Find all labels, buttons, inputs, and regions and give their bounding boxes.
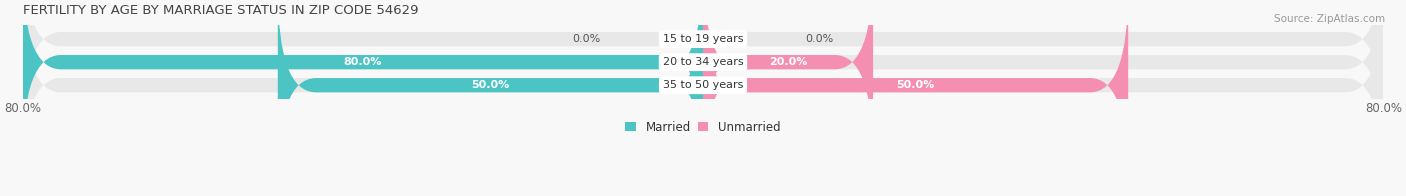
FancyBboxPatch shape xyxy=(278,0,703,182)
Legend: Married, Unmarried: Married, Unmarried xyxy=(626,121,780,134)
Text: 0.0%: 0.0% xyxy=(572,34,600,44)
Text: 50.0%: 50.0% xyxy=(897,80,935,90)
FancyBboxPatch shape xyxy=(703,0,1128,182)
Text: FERTILITY BY AGE BY MARRIAGE STATUS IN ZIP CODE 54629: FERTILITY BY AGE BY MARRIAGE STATUS IN Z… xyxy=(22,4,418,17)
FancyBboxPatch shape xyxy=(22,0,1384,182)
FancyBboxPatch shape xyxy=(22,0,1384,136)
Text: 20.0%: 20.0% xyxy=(769,57,807,67)
FancyBboxPatch shape xyxy=(22,0,703,159)
Text: 20 to 34 years: 20 to 34 years xyxy=(662,57,744,67)
FancyBboxPatch shape xyxy=(22,0,1384,159)
Text: 80.0%: 80.0% xyxy=(343,57,382,67)
Text: 35 to 50 years: 35 to 50 years xyxy=(662,80,744,90)
Text: 50.0%: 50.0% xyxy=(471,80,509,90)
FancyBboxPatch shape xyxy=(703,0,873,159)
Text: Source: ZipAtlas.com: Source: ZipAtlas.com xyxy=(1274,14,1385,24)
Text: 15 to 19 years: 15 to 19 years xyxy=(662,34,744,44)
Text: 0.0%: 0.0% xyxy=(806,34,834,44)
